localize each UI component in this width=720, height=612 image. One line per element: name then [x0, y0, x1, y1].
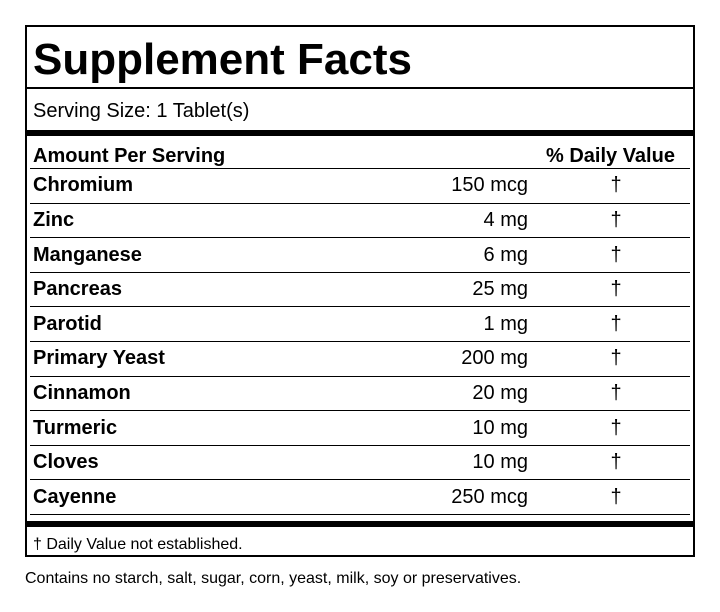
nutrient-name: Cayenne	[33, 485, 117, 508]
note: Contains no starch, salt, sugar, corn, y…	[25, 570, 522, 587]
daily-value: †	[610, 347, 622, 370]
daily-value: †	[610, 381, 622, 404]
amount: 250 mcg	[451, 485, 528, 508]
row-divider	[30, 202, 690, 204]
nutrient-name: Chromium	[33, 174, 133, 197]
amount: 25 mg	[472, 278, 528, 301]
amount: 20 mg	[472, 381, 528, 404]
thick-divider	[27, 130, 693, 136]
daily-value: †	[610, 243, 622, 266]
daily-value: †	[610, 174, 622, 197]
column-header: Amount Per Serving	[33, 145, 226, 167]
amount: 1 mg	[483, 312, 528, 335]
amount: 150 mcg	[451, 174, 528, 197]
daily-value: †	[610, 451, 622, 474]
row-divider	[30, 237, 690, 239]
footnote: † Daily Value not established.	[33, 536, 243, 553]
daily-value: †	[610, 416, 622, 439]
daily-value: †	[610, 208, 622, 231]
serving-size: Serving Size: 1 Tablet(s)	[33, 100, 250, 122]
nutrient-name: Manganese	[33, 243, 142, 266]
amount: 10 mg	[472, 451, 528, 474]
row-divider	[30, 168, 690, 169]
column-header: % Daily Value	[546, 145, 675, 167]
thick-divider	[27, 521, 693, 527]
amount: 4 mg	[483, 208, 528, 231]
amount: 6 mg	[483, 243, 528, 266]
nutrient-name: Zinc	[33, 208, 75, 231]
row-divider	[30, 444, 690, 446]
amount: 10 mg	[472, 416, 528, 439]
nutrient-name: Cloves	[33, 451, 99, 474]
daily-value: †	[610, 278, 622, 301]
row-divider	[30, 479, 690, 481]
row-divider	[30, 375, 690, 377]
row-divider	[30, 410, 690, 412]
amount: 200 mg	[461, 347, 528, 370]
row-divider	[30, 341, 690, 342]
divider	[27, 87, 693, 89]
nutrient-name: Primary Yeast	[33, 347, 165, 370]
facts-panel	[25, 25, 695, 557]
row-divider	[30, 514, 690, 515]
nutrient-name: Pancreas	[33, 278, 122, 301]
row-divider	[30, 306, 690, 308]
nutrient-name: Cinnamon	[33, 381, 131, 404]
nutrient-name: Parotid	[33, 312, 102, 335]
row-divider	[30, 271, 690, 273]
title: Supplement Facts	[33, 35, 412, 84]
nutrient-name: Turmeric	[33, 416, 118, 439]
daily-value: †	[610, 485, 622, 508]
daily-value: †	[610, 312, 622, 335]
